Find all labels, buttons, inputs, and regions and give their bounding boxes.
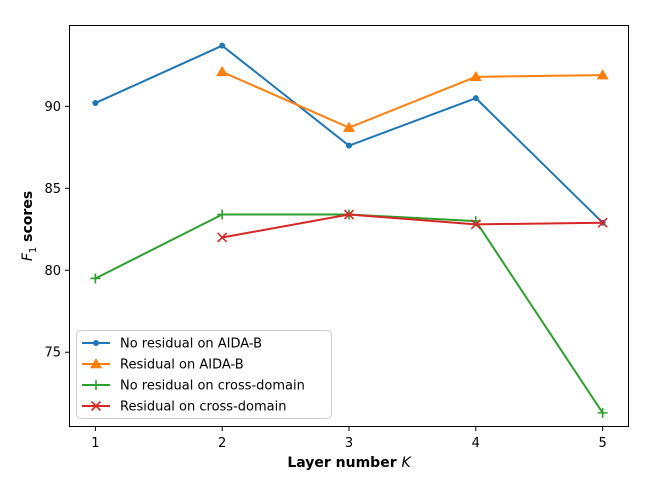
- legend-item: Residual on AIDA-B: [82, 358, 244, 373]
- y-tick-label: 80: [44, 264, 61, 279]
- legend-swatch-marker: [90, 400, 102, 412]
- legend-swatch-marker: [91, 380, 101, 390]
- legend: No residual on AIDA-B Residual on AIDA-B N…: [76, 330, 332, 419]
- legend-label: Residual on AIDA-B: [120, 358, 244, 373]
- series-4-point: [597, 217, 608, 228]
- series-2-point: [469, 70, 482, 82]
- legend-frame: [76, 330, 332, 419]
- series-4: [217, 209, 608, 243]
- legend-item: Residual on cross-domain: [82, 400, 286, 415]
- series-4-line: [222, 213, 603, 239]
- series-1-point: [346, 142, 352, 149]
- series-1-point: [92, 100, 99, 107]
- legend-swatch-marker: [90, 358, 102, 369]
- x-tick-label: 2: [218, 436, 226, 451]
- series-3-point: [597, 407, 608, 418]
- x-tick-label: 1: [91, 436, 99, 451]
- x-tick-label: 4: [472, 436, 480, 451]
- series-4-point: [343, 209, 355, 220]
- legend-item: No residual on cross-domain: [82, 379, 305, 394]
- y-tick-label: 85: [44, 182, 61, 197]
- series-2-point: [216, 65, 229, 77]
- series-4-point: [217, 232, 228, 243]
- x-tick-label: 5: [598, 436, 606, 451]
- x-axis-label: Layer number K: [287, 455, 412, 471]
- legend-items: No residual on AIDA-B Residual on AIDA-B N…: [82, 337, 305, 415]
- series-3-point: [90, 273, 101, 284]
- legend-label: Residual on cross-domain: [120, 400, 286, 415]
- y-tick-label: 75: [44, 346, 61, 361]
- ticks-layer: 1 2 3 4 5 75 80 85 90: [44, 100, 606, 451]
- series-1-point: [472, 95, 479, 102]
- legend-item: No residual on AIDA-B: [82, 337, 262, 352]
- series-1: [92, 42, 606, 226]
- series-2-line: [221, 70, 603, 129]
- legend-swatch-marker: [93, 340, 99, 346]
- series-layer: [90, 42, 609, 418]
- series-1-line: [94, 44, 604, 224]
- y-tick-label: 90: [44, 100, 61, 115]
- legend-label: No residual on cross-domain: [120, 379, 305, 394]
- x-tick-label: 3: [345, 436, 353, 451]
- y-axis-label: F1 scores: [20, 191, 39, 261]
- legend-label: No residual on AIDA-B: [120, 337, 262, 352]
- series-2-point: [596, 69, 609, 80]
- series-3-point: [217, 209, 228, 220]
- series-4-point: [470, 219, 481, 230]
- series-2-point: [343, 121, 355, 132]
- series-1-point: [219, 42, 226, 49]
- series-2: [216, 65, 609, 132]
